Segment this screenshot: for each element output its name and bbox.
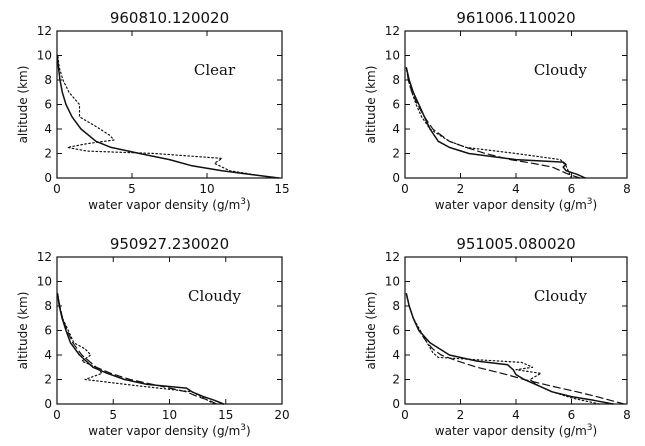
x-axis-label-text: water vapor density (g/m [88, 198, 240, 212]
y-tick-label: 2 [392, 147, 400, 161]
y-tick-label: 12 [37, 250, 52, 264]
y-tick-label: 6 [392, 324, 400, 338]
x-tick-label: 6 [568, 182, 576, 196]
series-line-dashed [57, 293, 218, 405]
x-axis-label-close: ) [593, 424, 598, 438]
x-axis-label-superscript: 3 [587, 197, 593, 207]
x-tick-label: 0 [401, 408, 409, 422]
x-tick-label: 5 [109, 408, 117, 422]
y-tick-label: 12 [37, 24, 52, 38]
y-tick-label: 4 [44, 122, 52, 136]
y-tick-label: 4 [44, 348, 52, 362]
x-axis-label: water vapor density (g/m3) [435, 423, 597, 438]
x-axis-label-text: water vapor density (g/m [88, 424, 240, 438]
series-line-dashed [405, 67, 581, 179]
x-tick-label: 4 [512, 182, 520, 196]
series-line-solid [56, 54, 280, 179]
x-tick-label: 10 [162, 408, 177, 422]
x-tick-label: 0 [401, 182, 409, 196]
x-axis-label-superscript: 3 [240, 197, 246, 207]
y-tick-label: 2 [392, 373, 400, 387]
y-tick-label: 4 [392, 348, 400, 362]
y-tick-label: 12 [385, 24, 400, 38]
x-tick-label: 2 [457, 408, 465, 422]
y-tick-label: 0 [392, 171, 400, 185]
y-tick-label: 2 [44, 373, 52, 387]
series-line-dotted [405, 293, 600, 405]
y-axis-label: altitude (km) [364, 66, 378, 144]
sky-condition-label: Cloudy [534, 61, 588, 79]
x-tick-label: 0 [53, 182, 61, 196]
y-tick-label: 0 [44, 397, 52, 411]
series-line-dotted [57, 54, 276, 179]
y-tick-label: 8 [44, 299, 52, 313]
x-tick-label: 2 [457, 182, 465, 196]
series-line-dotted [405, 67, 573, 179]
y-tick-label: 2 [44, 147, 52, 161]
x-tick-label: 0 [53, 408, 61, 422]
plot-frame [56, 30, 283, 179]
y-tick-label: 6 [392, 98, 400, 112]
series-line-dashed [405, 293, 625, 405]
x-axis-label: water vapor density (g/m3) [88, 423, 250, 438]
sky-condition-label: Clear [194, 61, 236, 79]
y-tick-label: 6 [44, 98, 52, 112]
y-tick-label: 6 [44, 324, 52, 338]
plot-frame [404, 30, 628, 179]
panel-2: 961006.110020 0 2 4 6 8 0 2 4 6 8 10 12 water vapor d… [364, 9, 631, 212]
plot-frame [56, 256, 283, 405]
x-axis-label: water vapor density (g/m3) [88, 197, 250, 212]
sky-condition-label: Cloudy [534, 287, 588, 305]
y-tick-label: 10 [385, 49, 400, 63]
x-axis-label-superscript: 3 [587, 423, 593, 433]
x-tick-label: 15 [274, 182, 289, 196]
y-axis-label: altitude (km) [364, 292, 378, 370]
y-tick-label: 8 [392, 299, 400, 313]
y-tick-label: 4 [392, 122, 400, 136]
x-tick-label: 5 [128, 182, 136, 196]
x-tick-label: 15 [218, 408, 233, 422]
panel-4: 951005.080020 0 2 4 6 8 0 2 4 6 8 10 12 water vapor d… [364, 235, 631, 438]
x-axis-label-close: ) [593, 198, 598, 212]
x-tick-label: 20 [274, 408, 289, 422]
panel-1: 960810.120020 0 5 10 15 0 2 4 6 8 10 12 water vapor … [16, 9, 290, 212]
series-line-solid [405, 67, 587, 179]
x-tick-label: 8 [623, 408, 631, 422]
y-tick-label: 0 [392, 397, 400, 411]
series-line-solid [405, 293, 614, 405]
y-axis-label: altitude (km) [16, 292, 30, 370]
series-line-solid [56, 293, 225, 405]
x-axis-label-close: ) [246, 424, 251, 438]
y-tick-label: 10 [37, 275, 52, 289]
y-tick-label: 10 [37, 49, 52, 63]
series-line-dotted [57, 293, 216, 405]
x-axis-label-text: water vapor density (g/m [435, 198, 587, 212]
chart-title: 950927.230020 [110, 235, 229, 253]
panel-3: 950927.230020 0 5 10 15 20 0 2 4 6 8 10 12 water vapo… [16, 235, 290, 438]
y-axis-label: altitude (km) [16, 66, 30, 144]
x-tick-label: 6 [568, 408, 576, 422]
x-tick-label: 8 [623, 182, 631, 196]
y-tick-label: 12 [385, 250, 400, 264]
chart-title: 961006.110020 [456, 9, 575, 27]
plot-frame [404, 256, 628, 405]
y-tick-label: 8 [44, 73, 52, 87]
y-tick-label: 8 [392, 73, 400, 87]
x-axis-label-text: water vapor density (g/m [435, 424, 587, 438]
chart-title: 960810.120020 [110, 9, 229, 27]
x-axis-label-close: ) [246, 198, 251, 212]
x-tick-label: 10 [199, 182, 214, 196]
x-axis-label: water vapor density (g/m3) [435, 197, 597, 212]
y-tick-label: 0 [44, 171, 52, 185]
x-axis-label-superscript: 3 [240, 423, 246, 433]
y-tick-label: 10 [385, 275, 400, 289]
sky-condition-label: Cloudy [188, 287, 242, 305]
x-tick-label: 4 [512, 408, 520, 422]
chart-title: 951005.080020 [456, 235, 575, 253]
